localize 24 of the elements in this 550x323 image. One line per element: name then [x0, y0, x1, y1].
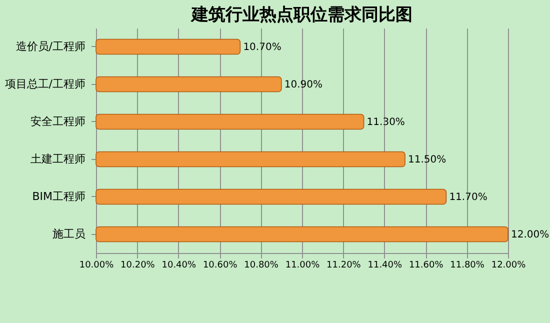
data-label: 10.70% [243, 42, 282, 53]
data-label: 10.90% [284, 79, 323, 90]
data-label: 11.30% [366, 116, 405, 128]
y-tick-label: 安全工程师 [30, 114, 86, 128]
x-tick-label: 12.00% [491, 260, 526, 270]
data-label: 11.50% [408, 154, 446, 166]
y-tick-label: BIM工程师 [32, 190, 86, 203]
x-tick-label: 10.40% [162, 260, 196, 270]
y-tick-label: 项目总工/工程师 [4, 77, 86, 90]
data-label: 12.00% [511, 229, 550, 240]
chart-title: 建筑行业热点职位需求同比图 [190, 5, 412, 25]
x-tick-label: 10.20% [120, 260, 156, 270]
data-label: 11.70% [449, 192, 488, 203]
x-tick-label: 11.00% [285, 260, 320, 270]
x-tick-label: 11.60% [408, 260, 444, 270]
y-tick-label: 土建工程师 [30, 152, 86, 166]
y-tick-label: 施工员 [52, 227, 86, 240]
x-tick-label: 11.80% [450, 260, 485, 270]
x-tick-label: 10.80% [244, 260, 279, 270]
x-tick-label: 10.60% [202, 260, 238, 270]
x-tick-label: 11.40% [368, 260, 402, 270]
x-tick-label: 11.20% [326, 260, 362, 270]
y-tick-label: 造价员/工程师 [16, 40, 86, 53]
x-tick-label: 10.00% [79, 260, 114, 270]
